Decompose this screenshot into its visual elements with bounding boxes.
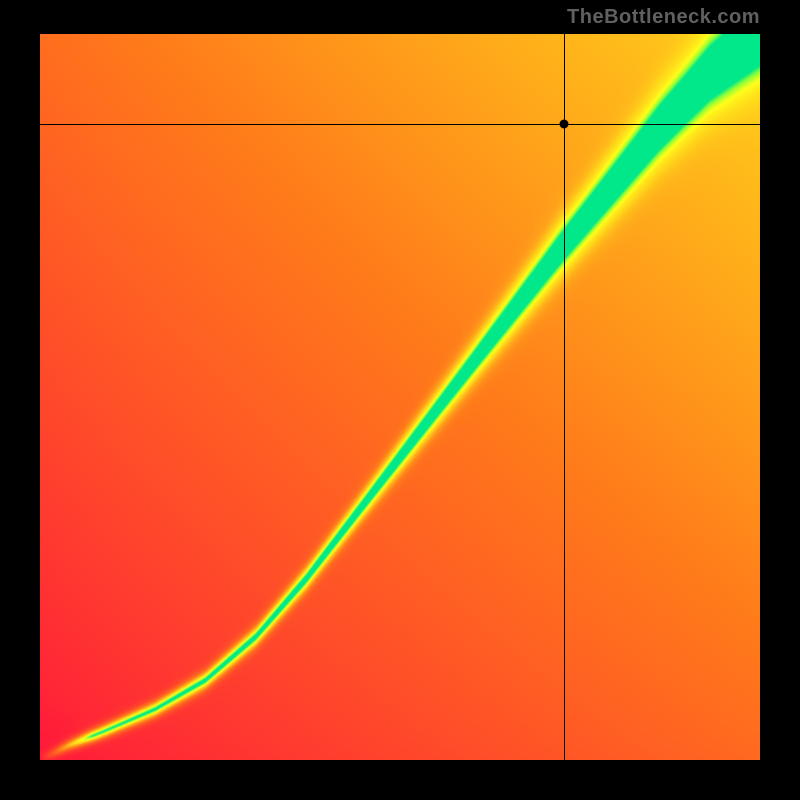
crosshair-marker <box>560 120 569 129</box>
crosshair-vertical <box>564 34 565 760</box>
watermark-text: TheBottleneck.com <box>567 6 760 29</box>
bottleneck-heatmap <box>40 34 760 760</box>
figure-container: TheBottleneck.com <box>0 0 800 800</box>
plot-area <box>40 34 760 760</box>
crosshair-horizontal <box>40 124 760 125</box>
